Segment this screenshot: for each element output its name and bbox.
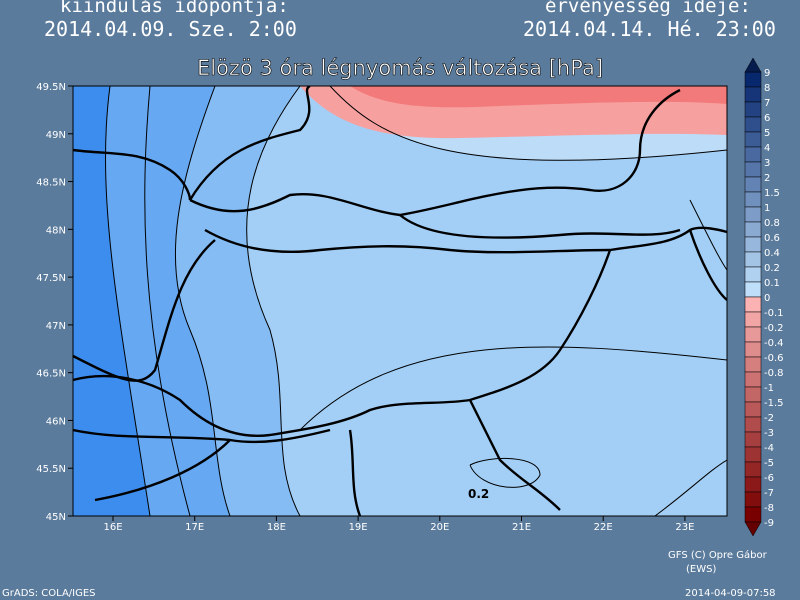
lat-label: 48N <box>46 225 66 236</box>
colorbar-cap <box>744 57 762 73</box>
colorbar-swatch <box>744 431 762 448</box>
colorbar-label: 0.6 <box>764 233 780 244</box>
lat-label: 46.5N <box>36 369 66 380</box>
borders <box>73 86 727 516</box>
colorbar-swatch <box>744 506 762 523</box>
lat-label: 45N <box>46 512 66 523</box>
field-strongest <box>73 86 150 516</box>
colorbar-swatch <box>744 251 762 268</box>
lon-label: 16E <box>103 522 122 533</box>
axes: 49.5N 49N 48.5N 48N 47.5N 47N 46.5N 46N 45.5N 45N… <box>36 82 694 533</box>
colorbar-swatch <box>744 221 762 238</box>
colorbar-label: -0.6 <box>764 353 784 364</box>
map-title: Elözö 3 óra légnyomás változása [hPa] <box>197 56 603 80</box>
colorbar-label: 1.5 <box>764 188 780 199</box>
lat-label: 49.5N <box>36 82 66 93</box>
colorbar-label: -9 <box>764 518 774 529</box>
lon-label: 20E <box>430 522 449 533</box>
colorbar-label: 3 <box>764 158 770 169</box>
colorbar-swatch <box>744 146 762 163</box>
colorbar-label: -7 <box>764 488 774 499</box>
colorbar-label: 9 <box>764 68 770 79</box>
colorbar-label: -4 <box>764 443 774 454</box>
colorbar: 9 8 7 6 5 4 3 2 1.5 1 0.8 0.6 0.4 0.2 0.1 0 -0.1 -0.2 -0.4… <box>744 57 784 537</box>
colorbar-swatch <box>744 416 762 433</box>
timestamp: 2014-04-09-07:58 <box>685 588 776 599</box>
lat-label: 47.5N <box>36 273 66 284</box>
valid-time: 2014.04.14. Hé. 23:00 <box>523 17 776 41</box>
contour-label: 0.2 <box>468 487 489 501</box>
colorbar-label: 0.8 <box>764 218 780 229</box>
colorbar-label: 7 <box>764 98 770 109</box>
colorbar-swatch <box>744 461 762 478</box>
colorbar-label: 0 <box>764 293 770 304</box>
lat-label: 45.5N <box>36 464 66 475</box>
colorbar-swatch <box>744 131 762 148</box>
colorbar-swatch <box>744 176 762 193</box>
colorbar-label: 0.2 <box>764 263 780 274</box>
colorbar-swatch <box>744 206 762 223</box>
colorbar-swatch <box>744 266 762 283</box>
lon-label: 19E <box>349 522 368 533</box>
colorbar-swatch <box>744 401 762 418</box>
colorbar-swatch <box>744 491 762 508</box>
colorbar-label: -0.2 <box>764 323 784 334</box>
colorbar-swatch <box>744 371 762 388</box>
lat-label: 48.5N <box>36 178 66 189</box>
colorbar-swatch <box>744 311 762 328</box>
colorbar-label: 1 <box>764 203 770 214</box>
valid-label: érvényesség ideje: <box>545 0 751 17</box>
colorbar-swatch <box>744 356 762 373</box>
lat-label: 49N <box>46 130 66 141</box>
credit-sub: (EWS) <box>686 564 716 575</box>
colorbar-cap <box>744 521 762 537</box>
colorbar-swatch <box>744 71 762 88</box>
lon-label: 17E <box>185 522 204 533</box>
lon-label: 18E <box>267 522 286 533</box>
lat-label: 46N <box>46 416 66 427</box>
colorbar-label: 6 <box>764 113 770 124</box>
colorbar-label: -0.4 <box>764 338 784 349</box>
colorbar-label: 5 <box>764 128 770 139</box>
colorbar-swatch <box>744 101 762 118</box>
colorbar-label: -5 <box>764 458 774 469</box>
colorbar-label: -6 <box>764 473 774 484</box>
colorbar-swatch <box>744 446 762 463</box>
colorbar-label: -8 <box>764 503 774 514</box>
colorbar-label: 0.4 <box>764 248 780 259</box>
colorbar-label: 2 <box>764 173 770 184</box>
colorbar-swatch <box>744 161 762 178</box>
init-time: 2014.04.09. Sze. 2:00 <box>44 17 297 41</box>
map-frame <box>72 85 728 517</box>
colorbar-label: -0.1 <box>764 308 784 319</box>
colorbar-label: 4 <box>764 143 770 154</box>
credit: GFS (C) Opre Gábor <box>668 549 768 561</box>
colorbar-swatch <box>744 386 762 403</box>
colorbar-swatch <box>744 191 762 208</box>
colorbar-label: 0.1 <box>764 278 780 289</box>
colorbar-swatch <box>744 236 762 253</box>
colorbar-swatch <box>744 476 762 493</box>
colorbar-label: -3 <box>764 428 774 439</box>
map: 0.2 <box>72 85 728 517</box>
lat-label: 47N <box>46 321 66 332</box>
colorbar-swatch <box>744 116 762 133</box>
lon-label: 23E <box>675 522 694 533</box>
lon-label: 22E <box>594 522 613 533</box>
colorbar-swatch <box>744 341 762 358</box>
colorbar-label: -1 <box>764 383 774 394</box>
init-label: kiindulás időpontja: <box>60 0 289 17</box>
software: GrADS: COLA/IGES <box>2 588 96 599</box>
colorbar-label: -0.8 <box>764 368 784 379</box>
colorbar-label: -1.5 <box>764 398 784 409</box>
colorbar-label: -2 <box>764 413 774 424</box>
lon-label: 21E <box>512 522 531 533</box>
field-neg2 <box>350 86 727 108</box>
colorbar-swatch <box>744 86 762 103</box>
colorbar-label: 8 <box>764 83 770 94</box>
colorbar-swatch <box>744 296 762 313</box>
colorbar-swatch <box>744 281 762 298</box>
colorbar-swatch <box>744 326 762 343</box>
